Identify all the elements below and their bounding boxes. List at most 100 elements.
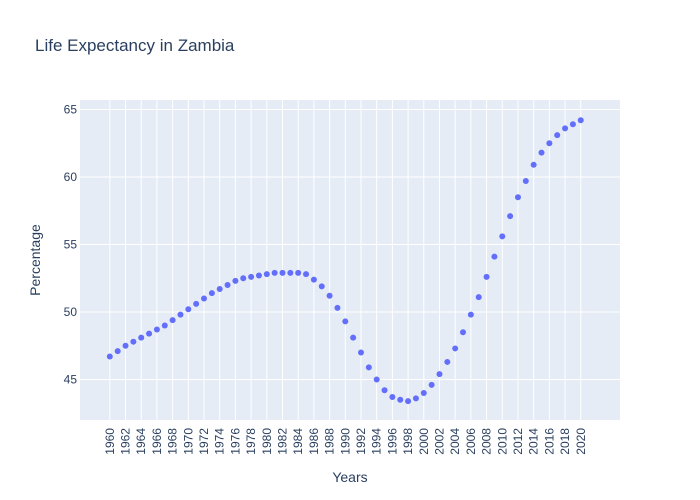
- data-point: [436, 371, 443, 378]
- data-point: [554, 132, 561, 139]
- x-tick-label: 1978: [244, 428, 258, 455]
- x-tick-label: 1964: [134, 428, 148, 455]
- data-point: [169, 317, 176, 324]
- data-point: [130, 338, 137, 345]
- x-tick-label: 1994: [370, 428, 384, 455]
- data-point: [287, 269, 294, 276]
- data-point: [412, 395, 419, 402]
- data-point: [475, 294, 482, 301]
- data-point: [444, 358, 451, 365]
- x-tick-label: 1982: [276, 428, 290, 455]
- x-tick-label: 1984: [291, 428, 305, 455]
- data-point: [224, 281, 231, 288]
- x-tick-label: 2012: [511, 428, 525, 455]
- x-tick-label: 2020: [574, 428, 588, 455]
- x-tick-label: 1968: [166, 428, 180, 455]
- x-tick-label: 2000: [417, 428, 431, 455]
- y-tick-label: 50: [64, 305, 78, 319]
- x-tick-label: 2008: [480, 428, 494, 455]
- data-point: [483, 273, 490, 280]
- data-point: [271, 269, 278, 276]
- data-point: [460, 329, 467, 336]
- y-tick-label: 65: [64, 102, 78, 116]
- data-point: [530, 161, 537, 168]
- data-point: [318, 283, 325, 290]
- x-tick-label: 1992: [354, 428, 368, 455]
- data-point: [373, 376, 380, 383]
- x-tick-label: 2018: [558, 428, 572, 455]
- x-tick-label: 1960: [103, 428, 117, 455]
- data-point: [295, 269, 302, 276]
- data-point: [114, 348, 121, 355]
- data-point: [397, 396, 404, 403]
- x-tick-label: 1990: [338, 428, 352, 455]
- data-point: [138, 334, 145, 341]
- data-point: [185, 306, 192, 313]
- data-point: [405, 398, 412, 405]
- x-tick-label: 2006: [464, 428, 478, 455]
- data-point: [381, 387, 388, 394]
- chart-title: Life Expectancy in Zambia: [35, 36, 235, 55]
- data-point: [326, 292, 333, 299]
- data-point: [106, 353, 113, 360]
- data-point: [303, 271, 310, 278]
- y-axis-label: Percentage: [27, 224, 43, 296]
- data-point: [208, 290, 215, 297]
- data-point: [240, 275, 247, 282]
- x-tick-label: 1976: [228, 428, 242, 455]
- data-point: [177, 311, 184, 318]
- data-point: [263, 271, 270, 278]
- x-tick-label: 1962: [119, 428, 133, 455]
- plot-area: [80, 100, 620, 420]
- data-point: [562, 125, 569, 132]
- data-point: [546, 140, 553, 147]
- x-tick-label: 1998: [401, 428, 415, 455]
- data-point: [569, 121, 576, 128]
- x-tick-label: 2004: [448, 428, 462, 455]
- data-point: [389, 394, 396, 401]
- data-point: [507, 213, 514, 220]
- y-tick-label: 45: [64, 372, 78, 386]
- data-point: [577, 117, 584, 124]
- data-point: [146, 330, 153, 337]
- data-point: [420, 389, 427, 396]
- data-point: [365, 364, 372, 371]
- data-point: [538, 149, 545, 156]
- data-point: [428, 381, 435, 388]
- data-point: [334, 304, 341, 311]
- data-point: [499, 233, 506, 240]
- x-tick-label: 1972: [197, 428, 211, 455]
- x-tick-label: 2010: [495, 428, 509, 455]
- x-tick-label: 2002: [432, 428, 446, 455]
- data-point: [357, 349, 364, 356]
- x-tick-label: 1980: [260, 428, 274, 455]
- data-point: [161, 322, 168, 329]
- x-tick-label: 2016: [542, 428, 556, 455]
- data-point: [279, 269, 286, 276]
- data-point: [232, 277, 239, 284]
- data-point: [467, 311, 474, 318]
- x-tick-label: 1986: [307, 428, 321, 455]
- data-point: [201, 295, 208, 302]
- data-point: [342, 318, 349, 325]
- x-tick-label: 1996: [385, 428, 399, 455]
- data-point: [514, 194, 521, 201]
- data-point: [153, 326, 160, 333]
- y-tick-label: 55: [64, 237, 78, 251]
- x-tick-label: 1970: [181, 428, 195, 455]
- y-tick-label: 60: [64, 170, 78, 184]
- x-axis-label: Years: [332, 469, 367, 485]
- data-point: [350, 334, 357, 341]
- x-tick-label: 1974: [213, 428, 227, 455]
- data-point: [522, 178, 529, 185]
- x-tick-label: 2014: [527, 428, 541, 455]
- x-tick-label: 1988: [323, 428, 337, 455]
- data-point: [255, 272, 262, 279]
- data-point: [193, 300, 200, 307]
- data-point: [452, 345, 459, 352]
- data-point: [310, 276, 317, 283]
- data-point: [491, 253, 498, 260]
- data-point: [216, 286, 223, 293]
